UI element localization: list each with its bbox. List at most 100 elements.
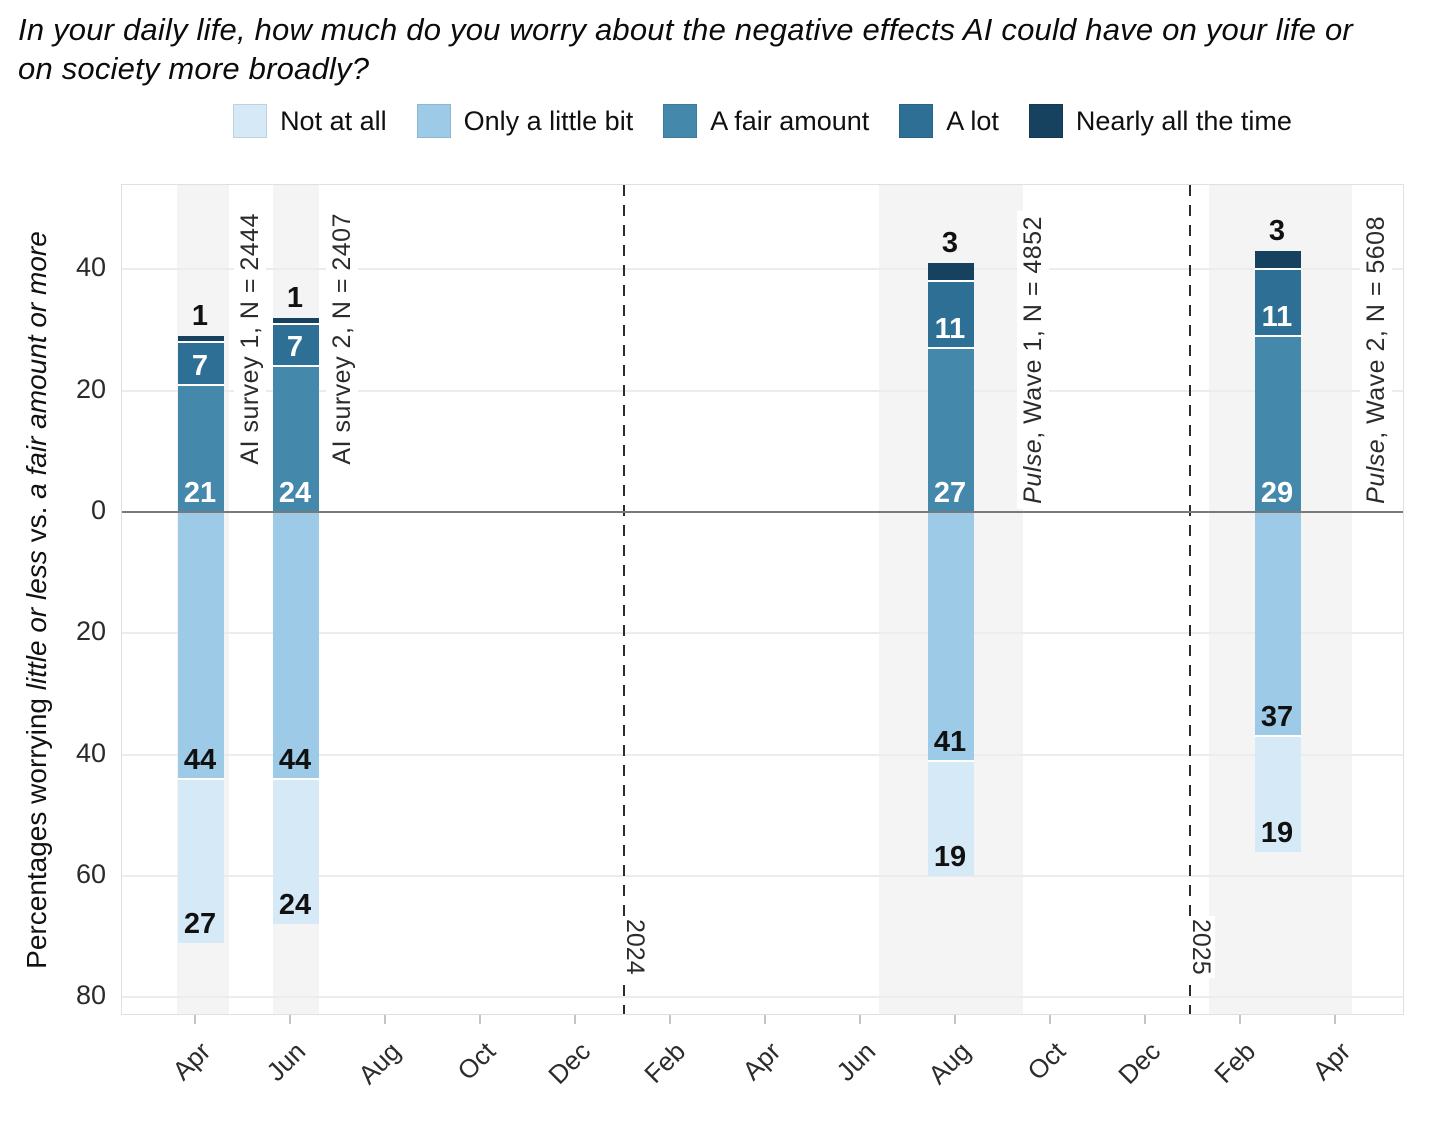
legend-item: Nearly all the time	[1028, 104, 1292, 138]
segment-divider	[178, 777, 224, 780]
x-tick	[289, 1015, 291, 1024]
segment-divider	[1255, 268, 1301, 271]
legend-swatch	[899, 104, 934, 138]
y-tick-label: 80	[75, 980, 106, 1011]
bar-segment	[273, 366, 319, 512]
bar-value-label: 3	[1268, 215, 1286, 248]
y-tick-label: 20	[75, 373, 106, 404]
bar-value-label: 44	[183, 743, 217, 776]
bar-value-label: 7	[191, 349, 209, 382]
bar-segment	[273, 323, 319, 367]
zero-line	[122, 511, 1403, 513]
chart-title-line2: on society more broadly?	[18, 51, 370, 86]
bar-value-label: 24	[278, 889, 312, 922]
x-tick-label: Oct	[451, 1036, 502, 1086]
bar-value-label: 37	[1260, 701, 1294, 734]
x-tick	[859, 1015, 861, 1024]
y-axis-title-part: vs.	[21, 498, 52, 551]
x-tick	[954, 1015, 956, 1024]
bar-segment	[178, 512, 224, 779]
y-axis-title-part: Percentages worrying	[21, 690, 52, 969]
bar-value-label: 7	[286, 331, 304, 364]
survey-name: Pulse	[1362, 438, 1390, 504]
plot-panel	[121, 184, 1404, 1015]
y-axis-title-part: little or less	[21, 550, 52, 691]
y-tick-label: 60	[75, 858, 106, 889]
legend-label: Only a little bit	[463, 105, 634, 136]
x-tick	[194, 1015, 196, 1024]
x-tick	[574, 1015, 576, 1024]
y-tick-label: 40	[75, 737, 106, 768]
x-tick-label: Oct	[1021, 1036, 1072, 1086]
survey-annotation: Pulse, Wave 1, N = 4852	[1017, 211, 1049, 509]
x-tick-label: Dec	[542, 1036, 597, 1090]
gridline	[122, 268, 1403, 271]
year-label: 2024	[621, 916, 649, 978]
legend-label: Nearly all the time	[1075, 105, 1292, 136]
legend-item: A fair amount	[663, 104, 869, 138]
gridline	[122, 874, 1403, 877]
segment-divider	[928, 280, 974, 283]
x-tick	[1144, 1015, 1146, 1024]
bar-segment	[273, 317, 319, 324]
x-tick-label: Dec	[1112, 1036, 1167, 1090]
segment-divider	[273, 365, 319, 368]
bar-segment	[178, 778, 224, 943]
bar-segment	[928, 281, 974, 349]
x-tick	[1334, 1015, 1336, 1024]
y-tick-label: 40	[75, 252, 106, 283]
segment-divider	[273, 777, 319, 780]
survey-annotation: AI survey 1, N = 2444	[234, 208, 266, 470]
x-tick-label: Apr	[1306, 1036, 1357, 1086]
x-tick-label: Jun	[260, 1036, 312, 1087]
bar-segment	[928, 263, 974, 282]
legend-item: Only a little bit	[416, 104, 634, 138]
bar-value-label: 11	[1261, 301, 1293, 334]
legend-item: A lot	[899, 104, 999, 138]
bar-value-label: 29	[1260, 477, 1294, 509]
x-tick	[384, 1015, 386, 1024]
legend-label: A fair amount	[710, 105, 870, 136]
legend: Not at all Only a little bit A fair amount…	[121, 104, 1404, 138]
segment-divider	[1255, 735, 1301, 738]
x-tick	[1049, 1015, 1051, 1024]
legend-label: Not at all	[280, 105, 387, 136]
year-divider-line	[1189, 185, 1191, 1014]
bar-value-label: 11	[934, 313, 966, 346]
segment-divider	[273, 322, 319, 325]
y-tick-label: 20	[75, 616, 106, 647]
segment-divider	[928, 347, 974, 350]
x-tick-label: Feb	[1208, 1036, 1262, 1089]
y-tick-label: 0	[90, 495, 106, 525]
y-axis-title-part: a fair amount or more	[21, 231, 52, 499]
bar-value-label: 1	[191, 300, 209, 333]
gridline	[122, 996, 1403, 999]
legend-swatch	[233, 104, 268, 138]
x-tick	[764, 1015, 766, 1024]
legend-label: A lot	[946, 105, 999, 136]
bar-value-label: 27	[183, 907, 217, 940]
segment-divider	[1255, 335, 1301, 338]
bar-segment	[178, 336, 224, 343]
bar-segment	[1255, 251, 1301, 270]
survey-annotation: AI survey 2, N = 2407	[326, 208, 358, 470]
year-label: 2025	[1187, 916, 1215, 978]
legend-swatch	[1028, 104, 1063, 138]
bar-value-label: 24	[278, 477, 312, 509]
gridline	[122, 389, 1403, 392]
x-tick-label: Aug	[352, 1036, 407, 1090]
gridline	[122, 753, 1403, 756]
chart-title-line1: In your daily life, how much do you worr…	[18, 12, 1353, 47]
gridline	[122, 632, 1403, 635]
bar-segment	[273, 512, 319, 779]
bar-value-label: 19	[933, 840, 967, 873]
year-divider-line	[623, 185, 625, 1014]
x-tick	[1239, 1015, 1241, 1024]
legend-item: Not at all	[233, 104, 387, 138]
x-tick-label: Feb	[638, 1036, 692, 1089]
survey-name: Pulse	[1019, 438, 1047, 504]
bar-value-label: 27	[933, 477, 967, 509]
bar-segment	[928, 348, 974, 512]
x-tick-label: Aug	[922, 1036, 977, 1090]
